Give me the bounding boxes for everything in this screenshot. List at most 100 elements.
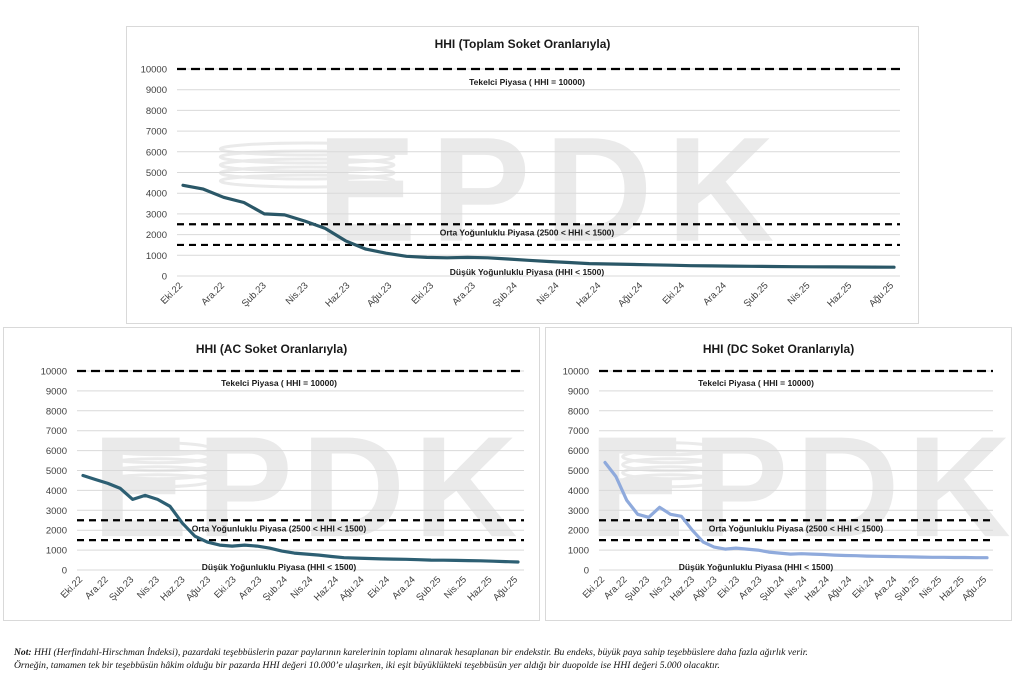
x-tick-label: Ağu.25 xyxy=(867,280,896,309)
x-tick-label: Şub.23 xyxy=(623,574,652,603)
watermark-swoosh xyxy=(102,441,213,457)
y-tick-label: 4000 xyxy=(46,486,67,497)
chart-title: HHI (Toplam Soket Oranlarıyla) xyxy=(434,37,611,51)
x-tick-label: Şub.25 xyxy=(414,574,443,603)
x-tick-label: Eki.23 xyxy=(715,574,741,600)
y-tick-label: 3000 xyxy=(568,506,589,517)
y-tick-label: 2000 xyxy=(568,526,589,537)
x-tick-label: Nis.25 xyxy=(786,280,813,307)
threshold-label: Orta Yoğunluklu Piyasa (2500 < HHI < 150… xyxy=(192,523,367,533)
threshold-label: Düşük Yoğunluklu Piyasa (HHI < 1500) xyxy=(450,267,605,277)
x-tick-label: Şub.25 xyxy=(742,280,771,309)
x-tick-label: Eki.23 xyxy=(212,574,238,600)
x-tick-label: Şub.25 xyxy=(893,574,922,603)
y-tick-label: 10000 xyxy=(563,367,589,378)
y-tick-label: 8000 xyxy=(146,106,167,117)
x-tick-label: Ağu.25 xyxy=(491,574,520,603)
x-tick-label: Ağu.23 xyxy=(365,280,394,309)
y-tick-label: 3000 xyxy=(146,209,167,220)
x-tick-label: Eki.24 xyxy=(366,574,392,600)
watermark-swoosh xyxy=(621,473,719,489)
x-tick-label: Ağu.23 xyxy=(184,574,213,603)
x-tick-label: Ağu.25 xyxy=(960,574,989,603)
x-tick-label: Nis.24 xyxy=(535,280,562,307)
x-tick-label: Ara.22 xyxy=(83,574,111,602)
x-tick-label: Ağu.24 xyxy=(338,574,367,603)
y-tick-label: 5000 xyxy=(146,168,167,179)
y-tick-label: 5000 xyxy=(568,466,589,477)
y-tick-label: 2000 xyxy=(146,230,167,241)
chart-panel-dc: HHI (DC Soket Oranlarıyla) EPDK 0 1000 2000… xyxy=(545,327,1012,621)
x-tick-label: Ağu.24 xyxy=(825,574,854,603)
x-tick-label: Eki.24 xyxy=(850,574,876,600)
x-tick-label: Ara.23 xyxy=(237,574,265,602)
watermark-swoosh xyxy=(621,441,719,457)
y-tick-label: 4000 xyxy=(568,486,589,497)
chart-svg-total: EPDK010002000300040005000600070008000900… xyxy=(141,65,900,309)
chart-svg-dc: EPDK010002000300040005000600070008000900… xyxy=(563,367,1011,604)
x-tick-label: Şub.24 xyxy=(758,574,787,603)
watermark-swoosh xyxy=(218,149,396,165)
watermark-swoosh xyxy=(621,465,719,481)
threshold-label: Tekelci Piyasa ( HHI = 10000) xyxy=(469,77,585,87)
x-tick-label: Haz.23 xyxy=(323,280,352,309)
x-tick-label: Ara.24 xyxy=(701,280,729,308)
y-tick-label: 8000 xyxy=(46,406,67,417)
threshold-label: Tekelci Piyasa ( HHI = 10000) xyxy=(221,378,337,388)
x-tick-label: Nis.23 xyxy=(135,574,162,601)
watermark-swoosh xyxy=(218,141,396,157)
x-tick-label: Nis.24 xyxy=(289,574,316,601)
x-tick-label: Nis.23 xyxy=(284,280,311,307)
chart-svg-ac: EPDK010002000300040005000600070008000900… xyxy=(41,367,524,603)
x-tick-label: Eki.22 xyxy=(581,574,607,600)
y-tick-label: 2000 xyxy=(46,526,67,537)
x-tick-label: Ağu.24 xyxy=(616,280,645,309)
y-tick-label: 9000 xyxy=(568,386,589,397)
threshold-label: Orta Yoğunluklu Piyasa (2500 < HHI < 150… xyxy=(709,523,884,533)
x-tick-label: Haz.25 xyxy=(465,574,494,603)
y-tick-label: 0 xyxy=(584,566,589,577)
chart-title: HHI (AC Soket Oranlarıyla) xyxy=(195,342,348,356)
threshold-label: Tekelci Piyasa ( HHI = 10000) xyxy=(698,378,814,388)
watermark-swoosh xyxy=(218,173,396,189)
x-tick-label: Haz.23 xyxy=(158,574,187,603)
x-tick-label: Şub.24 xyxy=(261,574,290,603)
y-tick-label: 9000 xyxy=(146,85,167,96)
x-tick-label: Haz.25 xyxy=(825,280,854,309)
y-tick-label: 7000 xyxy=(568,426,589,437)
chart-panel-total: HHI (Toplam Soket Oranlarıyla) EPDK 0 1000… xyxy=(126,26,919,324)
x-tick-label: Ara.23 xyxy=(450,280,478,308)
x-tick-label: Ara.24 xyxy=(390,574,418,602)
y-tick-label: 6000 xyxy=(146,147,167,158)
x-tick-label: Ara.22 xyxy=(199,280,227,308)
x-tick-label: Şub.23 xyxy=(107,574,136,603)
x-tick-label: Eki.24 xyxy=(661,280,687,306)
threshold-label: Düşük Yoğunluklu Piyasa (HHI < 1500) xyxy=(679,562,834,572)
threshold-label: Düşük Yoğunluklu Piyasa (HHI < 1500) xyxy=(202,562,357,572)
y-tick-label: 4000 xyxy=(146,189,167,200)
series-line xyxy=(603,460,989,560)
x-tick-label: Şub.24 xyxy=(491,280,520,309)
y-tick-label: 9000 xyxy=(46,386,67,397)
y-tick-label: 3000 xyxy=(46,506,67,517)
series-line xyxy=(181,183,896,269)
x-tick-label: Ağu.23 xyxy=(690,574,719,603)
x-tick-label: Eki.22 xyxy=(159,280,185,306)
footnote-line-2: Örneğin, tamamen tek bir teşebbüsün hâki… xyxy=(14,660,720,671)
y-tick-label: 5000 xyxy=(46,466,67,477)
footnote-label: Not: xyxy=(14,647,32,658)
y-tick-label: 1000 xyxy=(46,546,67,557)
y-tick-label: 1000 xyxy=(146,251,167,262)
x-tick-label: Haz.24 xyxy=(574,280,603,309)
threshold-label: Orta Yoğunluklu Piyasa (2500 < HHI < 150… xyxy=(440,227,615,237)
watermark-swoosh xyxy=(102,465,213,481)
series-line xyxy=(81,473,520,564)
y-tick-label: 0 xyxy=(62,566,67,577)
y-tick-label: 7000 xyxy=(46,426,67,437)
y-tick-label: 6000 xyxy=(568,446,589,457)
y-tick-label: 7000 xyxy=(146,127,167,138)
x-tick-label: Nis.25 xyxy=(442,574,469,601)
x-tick-label: Eki.22 xyxy=(59,574,85,600)
x-tick-label: Şub.23 xyxy=(240,280,269,309)
footnote: Not: HHI (Herfindahl-Hirschman İndeksi),… xyxy=(14,646,1014,672)
